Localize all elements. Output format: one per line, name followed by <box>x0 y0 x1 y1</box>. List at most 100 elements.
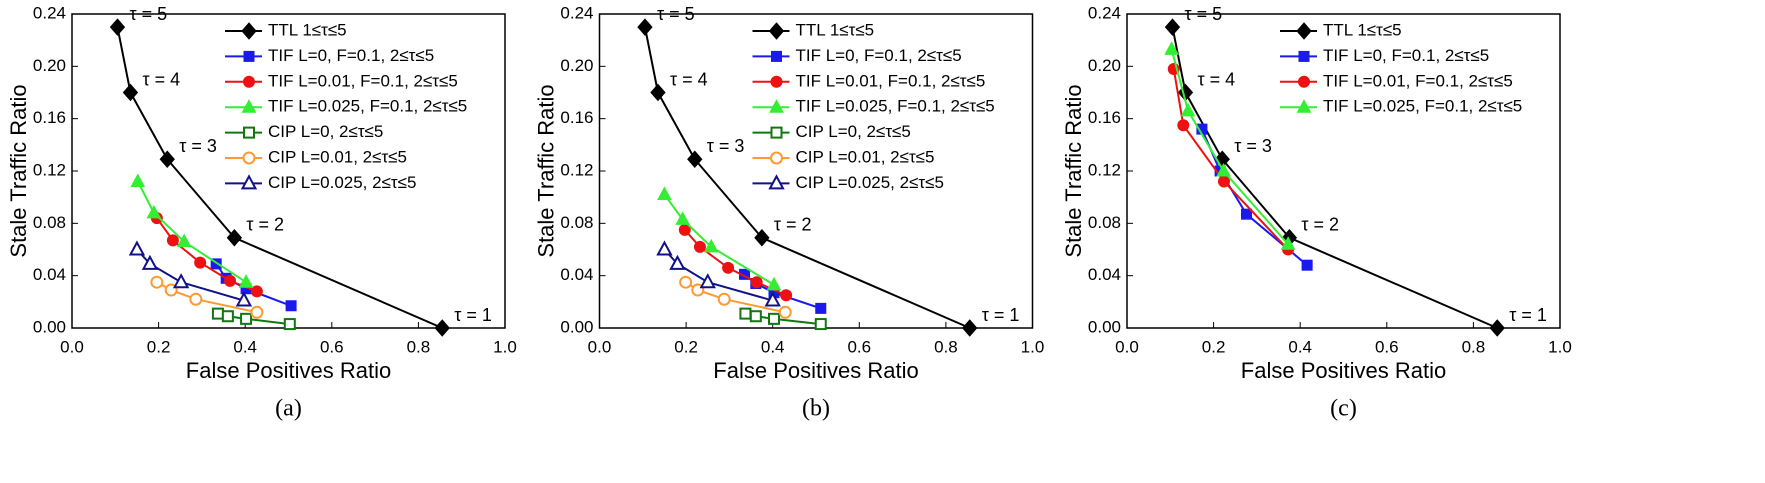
marker <box>766 276 782 291</box>
x-tick-label: 0.6 <box>1375 337 1399 356</box>
legend-marker <box>1298 50 1310 62</box>
y-tick-label: 0.12 <box>33 160 66 179</box>
marker <box>130 173 146 187</box>
x-tick-label: 0.0 <box>1115 337 1139 356</box>
panel: 0.0 0.2 0.4 0.6 0.8 1.0 0.00 0.04 0.08 0.12 0.16 0.… <box>533 3 1044 421</box>
legend-marker <box>242 151 256 165</box>
x-tick-label: 0.6 <box>847 337 871 356</box>
legend-marker <box>1296 22 1312 40</box>
point-label: τ = 1 <box>454 305 492 325</box>
x-tick-label: 0.4 <box>761 337 785 356</box>
caption: (c) <box>1330 396 1357 422</box>
panel: 0.0 0.2 0.4 0.6 0.8 1.0 0.00 0.04 0.08 0.12 0.16 0.… <box>6 3 517 421</box>
marker <box>679 275 693 289</box>
marker <box>283 318 296 331</box>
marker <box>739 307 752 320</box>
y-tick-label: 0.12 <box>1088 160 1121 179</box>
marker <box>285 300 297 312</box>
marker <box>699 273 716 289</box>
marker <box>750 276 763 289</box>
legend-label: TIF L=0.025, F=0.1, 2≤τ≤5 <box>268 97 467 116</box>
y-tick-label: 0.08 <box>560 213 593 232</box>
legend-label: TIF L=0, F=0.1, 2≤τ≤5 <box>1323 46 1489 65</box>
legend-label: TIF L=0, F=0.1, 2≤τ≤5 <box>796 46 962 65</box>
legend-marker <box>770 151 783 165</box>
marker <box>656 240 673 256</box>
legend-label: CIP L=0.025, 2≤τ≤5 <box>796 173 944 192</box>
legend-marker <box>1298 75 1310 88</box>
marker <box>1164 18 1181 36</box>
y-axis-label: Stale Traffic Ratio <box>6 84 31 257</box>
marker <box>1301 259 1313 271</box>
x-axis-label: False Positives Ratio <box>1241 358 1446 383</box>
x-tick-label: 1.0 <box>1548 337 1572 356</box>
legend-label: TIF L=0.025, F=0.1, 2≤τ≤5 <box>796 97 995 116</box>
point-label: τ = 1 <box>982 305 1020 325</box>
series-line <box>136 248 245 302</box>
marker <box>250 305 264 319</box>
marker <box>224 274 237 287</box>
series-line <box>663 248 773 302</box>
y-tick-label: 0.20 <box>560 56 593 75</box>
legend-label: TIF L=0.01, F=0.1, 2≤τ≤5 <box>1323 71 1513 90</box>
marker <box>109 18 126 36</box>
marker <box>1177 119 1190 132</box>
y-tick-label: 0.04 <box>560 265 593 284</box>
y-axis-label: Stale Traffic Ratio <box>533 84 558 257</box>
legend-marker <box>768 22 785 40</box>
x-axis-label: False Positives Ratio <box>713 358 918 383</box>
legend-marker <box>243 126 255 139</box>
marker <box>166 234 179 247</box>
y-tick-label: 0.04 <box>33 265 66 284</box>
legend-marker <box>243 50 255 62</box>
caption: (b) <box>802 396 830 422</box>
legend-marker <box>240 174 258 190</box>
x-tick-label: 0.8 <box>1462 337 1486 356</box>
x-tick-label: 0.0 <box>588 337 612 356</box>
marker <box>235 291 253 307</box>
series-line <box>156 281 258 314</box>
y-tick-label: 0.16 <box>560 108 593 127</box>
x-tick-label: 0.2 <box>674 337 698 356</box>
x-tick-label: 0.6 <box>320 337 344 356</box>
marker <box>650 83 666 102</box>
point-label: τ = 1 <box>1509 305 1547 325</box>
marker <box>669 254 686 270</box>
y-tick-label: 0.00 <box>1088 317 1121 336</box>
legend-marker <box>768 174 785 190</box>
marker <box>780 289 793 302</box>
marker <box>815 302 827 314</box>
x-tick-label: 0.4 <box>1288 337 1312 356</box>
marker <box>1489 319 1505 337</box>
y-axis-label: Stale Traffic Ratio <box>1061 84 1086 257</box>
legend-label: TTL 1≤τ≤5 <box>1323 20 1402 39</box>
point-label: τ = 2 <box>1301 214 1339 234</box>
marker <box>675 211 690 225</box>
legend-label: TIF L=0.01, F=0.1, 2≤τ≤5 <box>268 71 458 90</box>
marker <box>221 310 234 323</box>
marker <box>141 254 159 270</box>
marker <box>189 292 203 306</box>
marker <box>150 275 164 289</box>
legend-marker <box>770 75 783 88</box>
point-label: τ = 5 <box>657 4 695 24</box>
marker <box>767 312 780 325</box>
x-tick-label: 1.0 <box>493 337 517 356</box>
marker <box>238 274 254 288</box>
y-tick-label: 0.00 <box>560 317 593 336</box>
marker <box>211 307 224 320</box>
marker <box>159 150 175 168</box>
marker <box>1217 175 1230 188</box>
marker <box>657 186 672 201</box>
y-tick-label: 0.00 <box>33 317 66 336</box>
y-tick-label: 0.24 <box>33 3 66 22</box>
y-tick-label: 0.16 <box>1088 108 1121 127</box>
point-label: τ = 2 <box>246 214 284 234</box>
marker <box>122 83 139 102</box>
legend-marker <box>769 99 784 113</box>
legend-marker <box>1296 99 1312 113</box>
x-tick-label: 0.8 <box>407 337 431 356</box>
x-axis-label: False Positives Ratio <box>186 358 391 383</box>
